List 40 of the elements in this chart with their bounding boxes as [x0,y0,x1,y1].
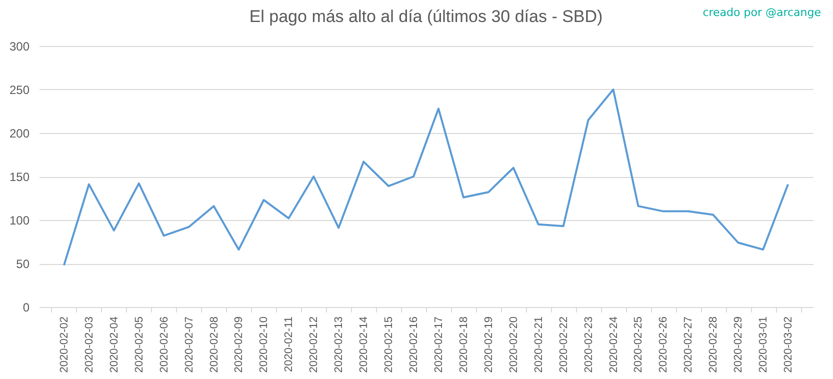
x-tick-label: 2020-03-02 [782,316,795,373]
x-tick-label: 2020-02-19 [482,316,495,373]
y-tick-label: 100 [9,214,30,228]
x-tick-label: 2020-02-12 [308,316,320,373]
x-tick-label: 2020-02-16 [408,316,420,373]
x-tick-label: 2020-02-05 [133,316,146,373]
x-tick-label: 2020-02-10 [258,316,270,373]
x-tick-label: 2020-02-27 [682,316,695,373]
x-tick-label: 2020-02-13 [333,316,346,373]
x-tick-label: 2020-02-26 [658,316,670,373]
y-tick-label: 300 [9,40,30,54]
x-tick-label: 2020-02-28 [708,316,720,373]
y-tick-label: 250 [9,83,30,97]
x-tick-label: 2020-02-21 [532,316,545,373]
x-tick-label: 2020-02-17 [432,316,445,373]
x-tick-label: 2020-02-14 [358,316,370,373]
x-tick-label: 2020-02-09 [233,316,246,373]
x-tick-label: 2020-02-07 [183,316,196,373]
x-tick-label: 2020-02-29 [732,316,745,373]
y-tick-label: 50 [16,257,30,271]
x-tick-label: 2020-02-02 [58,316,70,373]
x-tick-label: 2020-02-18 [458,316,470,373]
chart-title: El pago más alto al día (últimos 30 días - SBD) [249,7,603,26]
x-tick-label: 2020-02-04 [108,316,120,373]
y-tick-label: 150 [9,170,30,184]
x-tick-label: 2020-03-01 [758,316,770,373]
x-tick-label: 2020-02-08 [208,316,220,373]
y-tick-label: 200 [9,126,30,140]
x-tick-label: 2020-02-15 [383,316,396,373]
x-tick-label: 2020-02-24 [608,316,620,373]
x-tick-label: 2020-02-06 [158,316,170,373]
x-tick-label: 2020-02-22 [558,316,570,373]
line-series [62,88,790,266]
x-tick-label: 2020-02-23 [582,316,595,373]
x-tick-label: 2020-02-25 [632,316,645,373]
x-tick-label: 2020-02-03 [83,316,96,373]
x-tick-label: 2020-02-20 [508,316,520,373]
y-tick-label: 0 [22,300,30,314]
x-tick-label: 2020-02-11 [283,316,296,372]
text: creado por @arcange [702,6,821,19]
